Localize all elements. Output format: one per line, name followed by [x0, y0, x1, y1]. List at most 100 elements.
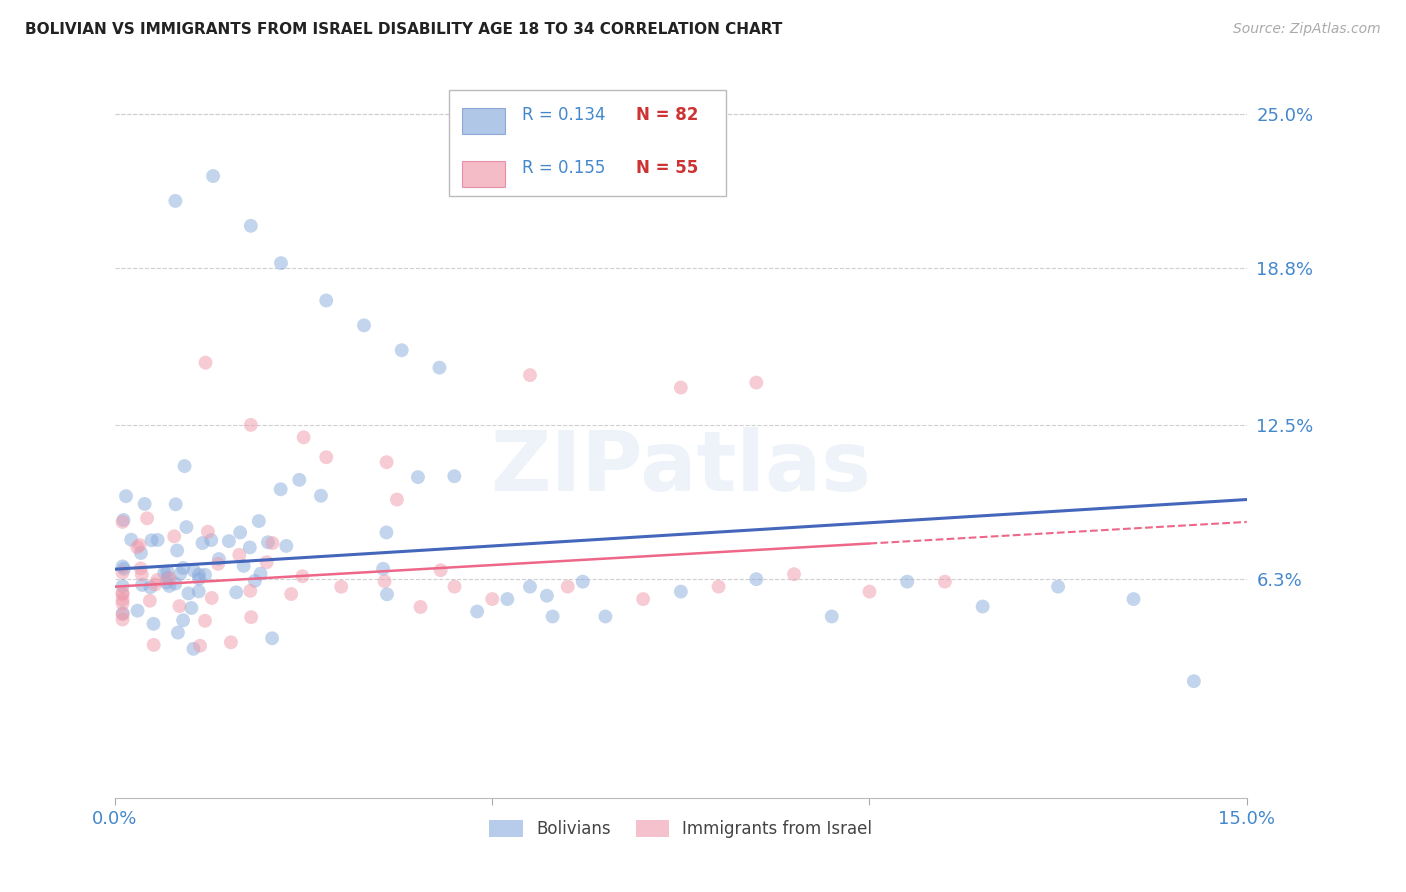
- Point: [239, 417, 262, 432]
- Point: [239, 541, 262, 555]
- Point: [374, 574, 396, 589]
- Point: [288, 473, 311, 487]
- Text: N = 55: N = 55: [636, 160, 697, 178]
- Point: [972, 599, 994, 614]
- Point: [257, 535, 280, 549]
- Point: [111, 587, 134, 601]
- Point: [443, 580, 465, 594]
- Point: [172, 561, 194, 575]
- Point: [167, 625, 190, 640]
- Point: [207, 557, 229, 571]
- Point: [375, 525, 398, 540]
- Point: [232, 558, 254, 573]
- Point: [191, 536, 214, 550]
- Point: [256, 555, 278, 569]
- Point: [194, 614, 217, 628]
- Point: [129, 561, 152, 575]
- Point: [519, 368, 541, 383]
- Point: [156, 571, 179, 585]
- Point: [571, 574, 593, 589]
- Point: [134, 497, 156, 511]
- Point: [669, 584, 692, 599]
- Point: [1047, 580, 1070, 594]
- Point: [128, 538, 150, 552]
- Point: [595, 609, 617, 624]
- Point: [131, 567, 153, 582]
- Point: [276, 539, 298, 553]
- Point: [280, 587, 302, 601]
- FancyBboxPatch shape: [463, 108, 505, 134]
- Point: [519, 580, 541, 594]
- FancyBboxPatch shape: [463, 161, 505, 186]
- Point: [142, 616, 165, 631]
- Point: [187, 584, 209, 599]
- Point: [155, 575, 177, 590]
- Point: [173, 459, 195, 474]
- Text: N = 82: N = 82: [636, 106, 697, 125]
- Point: [229, 525, 252, 540]
- Point: [406, 470, 429, 484]
- Point: [821, 609, 844, 624]
- Text: R = 0.155: R = 0.155: [523, 160, 606, 178]
- Point: [165, 497, 187, 511]
- Point: [180, 601, 202, 615]
- Point: [188, 639, 211, 653]
- Point: [201, 591, 224, 605]
- Point: [131, 578, 153, 592]
- Point: [783, 567, 806, 582]
- Point: [330, 580, 353, 594]
- Point: [111, 579, 134, 593]
- Point: [176, 520, 198, 534]
- Point: [172, 613, 194, 627]
- Point: [247, 514, 270, 528]
- Point: [139, 580, 162, 594]
- Point: [153, 566, 176, 580]
- Point: [429, 360, 451, 375]
- Point: [228, 548, 250, 562]
- Point: [111, 596, 134, 610]
- Point: [112, 513, 135, 527]
- Point: [218, 534, 240, 549]
- Point: [187, 567, 209, 582]
- Point: [194, 567, 217, 582]
- Point: [375, 587, 398, 601]
- Point: [183, 564, 205, 578]
- Point: [262, 536, 284, 550]
- Point: [127, 604, 149, 618]
- Point: [141, 533, 163, 548]
- Point: [111, 613, 134, 627]
- Point: [858, 584, 880, 599]
- Point: [270, 483, 292, 497]
- Point: [111, 607, 134, 622]
- Point: [219, 635, 242, 649]
- Point: [163, 529, 186, 543]
- Point: [745, 572, 768, 586]
- Point: [443, 469, 465, 483]
- Point: [111, 607, 134, 621]
- Point: [385, 492, 408, 507]
- Point: [120, 533, 142, 547]
- Point: [188, 572, 211, 586]
- Point: [166, 543, 188, 558]
- Point: [669, 380, 692, 394]
- Point: [159, 571, 181, 585]
- Point: [239, 219, 262, 233]
- Point: [112, 562, 135, 576]
- Point: [631, 592, 654, 607]
- Point: [202, 169, 225, 183]
- Point: [197, 524, 219, 539]
- Point: [239, 583, 262, 598]
- Point: [165, 194, 187, 208]
- Point: [309, 489, 332, 503]
- Text: Source: ZipAtlas.com: Source: ZipAtlas.com: [1233, 22, 1381, 37]
- Point: [115, 489, 138, 503]
- Point: [707, 580, 730, 594]
- Point: [496, 592, 519, 607]
- Point: [1182, 674, 1205, 689]
- Point: [375, 455, 398, 469]
- Point: [262, 632, 284, 646]
- Point: [1122, 592, 1144, 607]
- Point: [371, 562, 394, 576]
- Text: ZIPatlas: ZIPatlas: [491, 427, 872, 508]
- Point: [111, 586, 134, 600]
